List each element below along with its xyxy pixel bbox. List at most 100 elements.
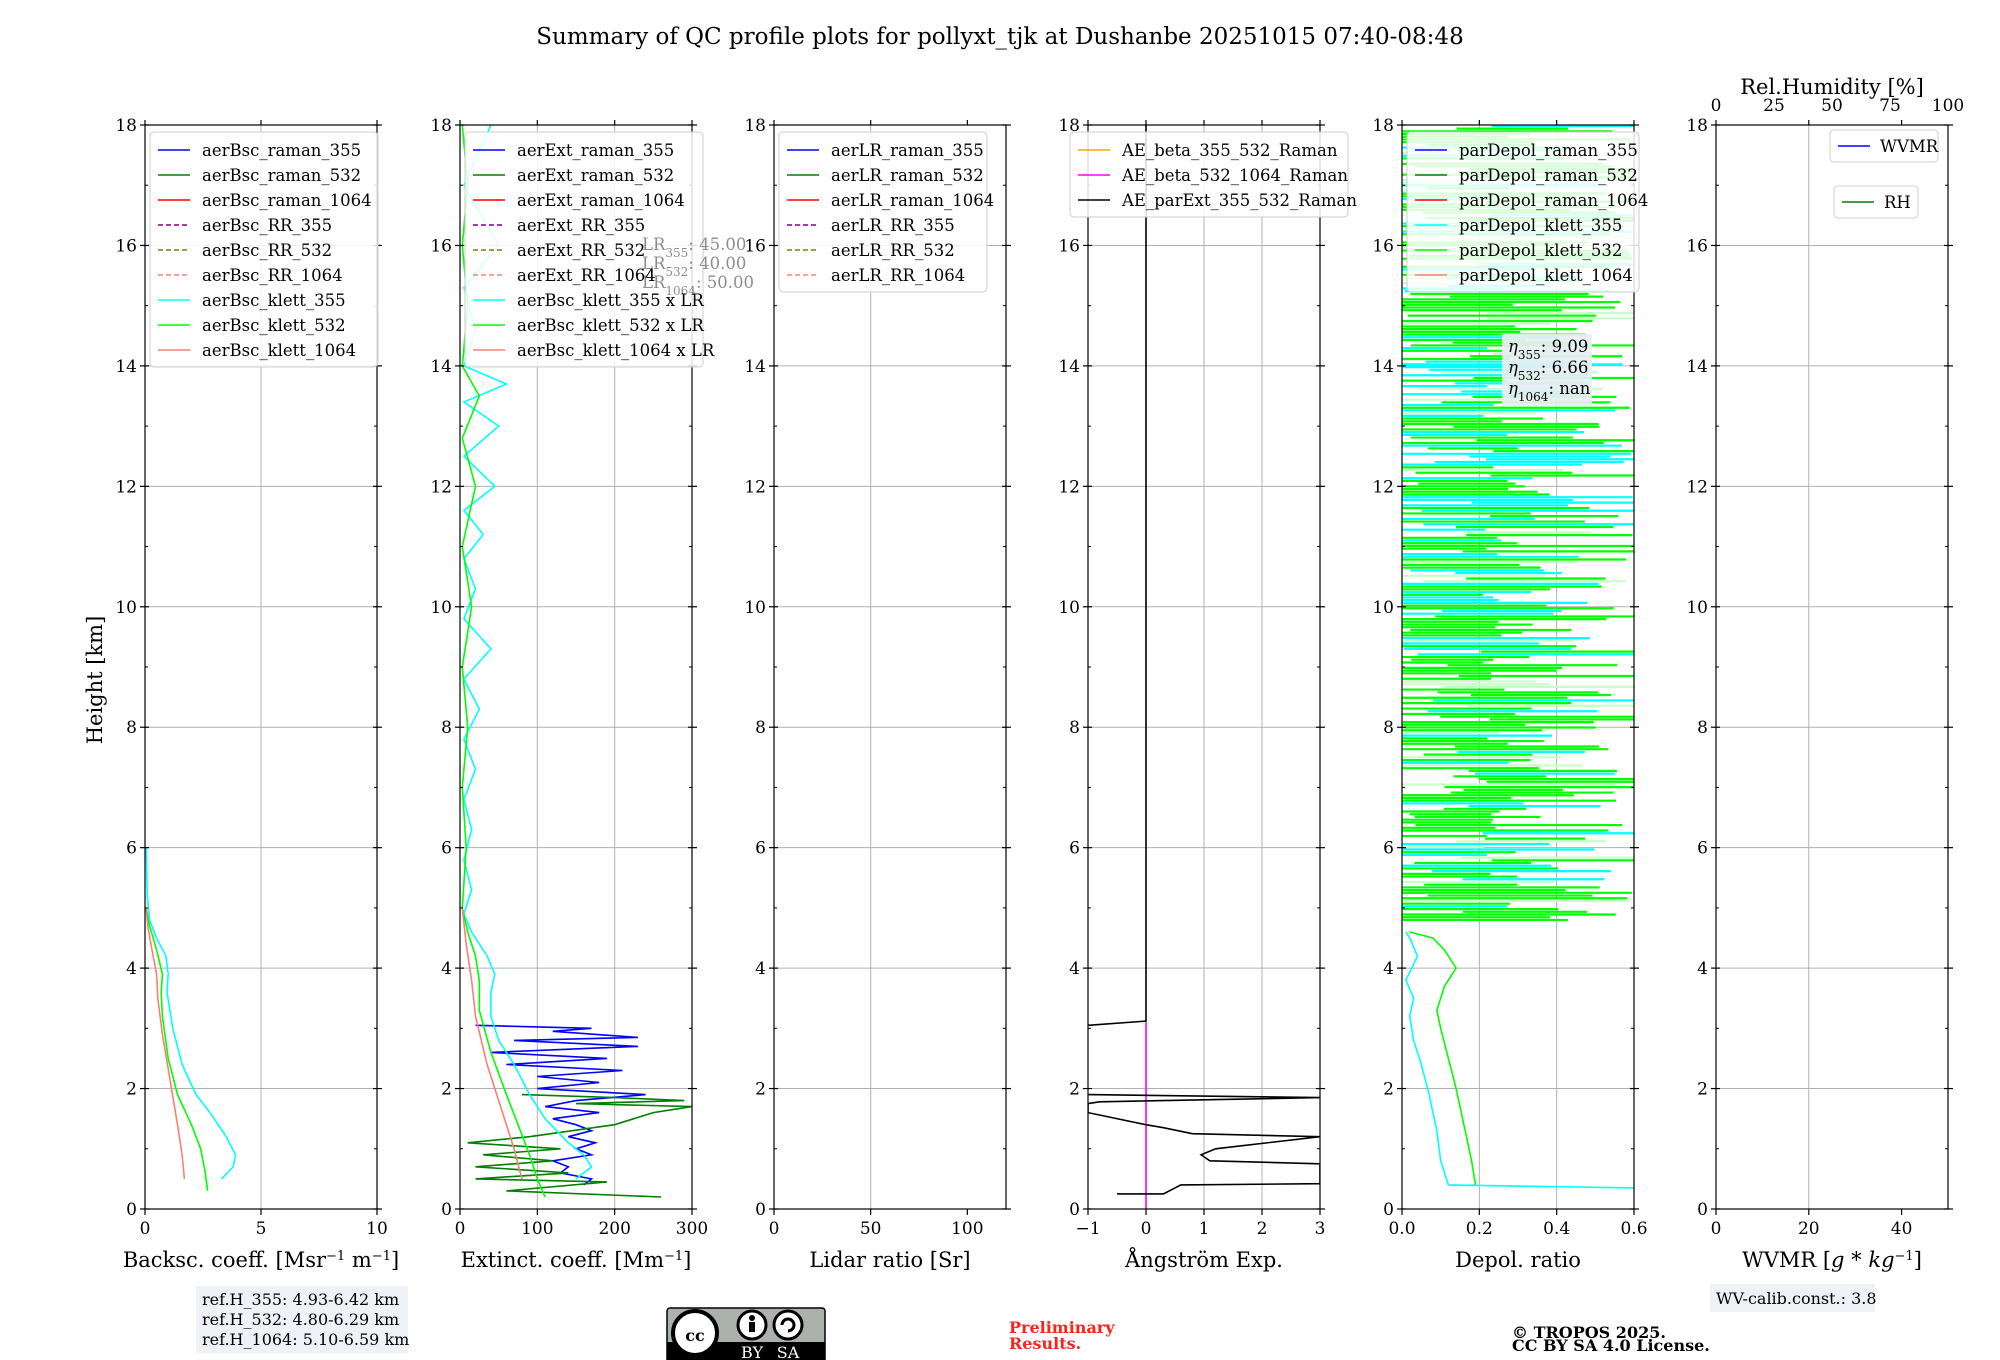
refh-line: ref.H_1064: 5.10-6.59 km	[202, 1330, 409, 1349]
x-tick-label: 0	[455, 1219, 466, 1239]
cc-license-badge: cc BY SA	[666, 1307, 826, 1360]
y-tick-label: 12	[430, 477, 452, 497]
label-part: : 45.00	[688, 235, 746, 254]
x-tick-label: 100	[521, 1219, 553, 1239]
series-line-AE_parExt_355_532_Raman_upper	[1088, 125, 1147, 1027]
y-tick-label: 8	[755, 718, 766, 738]
label-part: ]	[1914, 1248, 1922, 1272]
label-part: Lidar ratio [Sr]	[809, 1248, 970, 1272]
y-tick-label: 4	[441, 959, 452, 979]
y-tick-label: 18	[430, 116, 452, 136]
legend-label: aerLR_raman_1064	[831, 191, 994, 210]
y-tick-label: 16	[115, 236, 137, 256]
y-tick-label: 6	[1069, 839, 1080, 859]
legend-label: aerLR_RR_1064	[831, 266, 965, 285]
y-tick-label: 2	[1697, 1080, 1708, 1100]
y-tick-label: 14	[430, 357, 452, 377]
legend-label: aerLR_RR_532	[831, 241, 955, 260]
x-tick-label: 200	[598, 1219, 630, 1239]
legend-label: aerBsc_klett_532 x LR	[517, 316, 704, 335]
y-tick-label: 8	[1383, 718, 1394, 738]
series-line-AE_parExt_355_532_Raman	[1088, 1093, 1320, 1195]
legend-box	[1406, 131, 1640, 293]
x-axis-label: Depol. ratio	[1455, 1248, 1581, 1272]
refh-box	[196, 1286, 408, 1353]
label-part: −1	[372, 1249, 391, 1264]
x-axis-label: Extinct. coeff. [Mm−1]	[461, 1248, 692, 1272]
legend-label: aerBsc_klett_355	[202, 291, 346, 310]
series-line-aerBsc_klett_355 x LR	[462, 125, 593, 1180]
preliminary-note: Results.	[1009, 1334, 1081, 1353]
legend-label: RH	[1884, 193, 1911, 212]
legend-label: aerLR_raman_532	[831, 166, 984, 185]
legend-label: aerBsc_raman_532	[202, 166, 361, 185]
label-part: ]	[391, 1248, 399, 1272]
lr-note-line: LR532: 40.00	[642, 254, 746, 279]
panel-3: 0 2 4 6 8 10 12 14 16 18 0 50 100 Lidar ratio [Sr] aer…	[744, 116, 1011, 1272]
y-tick-label: 6	[755, 839, 766, 859]
label-part: −1	[326, 1249, 345, 1264]
series-line-aerBsc_klett_1064	[145, 907, 186, 1179]
legend-label: aerExt_raman_1064	[517, 191, 685, 210]
y-tick-label: 4	[126, 959, 137, 979]
series-line-parDepol_klett_532	[1409, 931, 1477, 1186]
x-tick-label: 100	[951, 1219, 983, 1239]
label-part: Extinct. coeff. [Mm	[461, 1248, 664, 1272]
series-line-aerExt_raman_532	[467, 1093, 692, 1198]
legend-box	[1829, 129, 1939, 163]
legend-label: aerExt_RR_532	[517, 241, 645, 260]
series-line-aerBsc_klett_355	[145, 847, 237, 1180]
y-tick-label: 14	[1058, 357, 1080, 377]
legend-label: aerBsc_klett_532	[202, 316, 346, 335]
legend: aerLR_raman_355 aerLR_raman_532 aerLR_rama…	[778, 131, 994, 293]
label-part: 1064	[665, 284, 696, 298]
label-part: Ångström Exp.	[1124, 1247, 1283, 1272]
sa-label: SA	[777, 1343, 800, 1360]
y-tick-label: 16	[1372, 236, 1394, 256]
y-tick-label: 4	[1383, 959, 1394, 979]
label-part: 355	[1518, 348, 1541, 362]
x-axis-label: Lidar ratio [Sr]	[809, 1248, 970, 1272]
y-tick-label: 12	[1372, 477, 1394, 497]
x-tick-label: 300	[676, 1219, 708, 1239]
label-part: LR	[642, 235, 666, 254]
x-axis-label: WVMR [g * kg−1]	[1742, 1248, 1922, 1272]
y-tick-label: 14	[115, 357, 137, 377]
axes-frame	[1715, 124, 1949, 1210]
x-tick-label: 10	[366, 1219, 388, 1239]
legend-label: aerExt_RR_1064	[517, 266, 656, 285]
y-tick-label: 8	[1697, 718, 1708, 738]
x-axis-label: Backsc. coeff. [Msr−1 m−1]	[123, 1248, 399, 1272]
legend-label: aerBsc_klett_1064 x LR	[517, 341, 715, 360]
legend-label: aerBsc_RR_1064	[202, 266, 343, 285]
y-tick-label: 4	[755, 959, 766, 979]
x-tick-label: 0.2	[1466, 1219, 1493, 1239]
y-tick-label: 0	[1069, 1200, 1080, 1220]
legend-box	[149, 131, 379, 368]
y-tick-label: 8	[126, 718, 137, 738]
top-x-tick-label: 0	[1711, 96, 1722, 116]
by-icon-head	[749, 1315, 755, 1321]
y-tick-label: 16	[1058, 236, 1080, 256]
y-tick-label: 18	[1372, 116, 1394, 136]
y-tick-label: 10	[1372, 598, 1394, 618]
series-group	[1088, 125, 1320, 1209]
legend: aerBsc_raman_355 aerBsc_raman_532 aerBsc_r…	[149, 131, 379, 368]
legend-box	[464, 131, 704, 368]
y-tick-label: 16	[430, 236, 452, 256]
y-tick-label: 0	[441, 1200, 452, 1220]
y-tick-label: 16	[1686, 236, 1708, 256]
y-tick-label: 2	[441, 1080, 452, 1100]
eta-line: η532: 6.66	[1508, 358, 1588, 383]
label-part: η	[1508, 379, 1518, 398]
legend-label: parDepol_klett_1064	[1459, 266, 1633, 285]
panel-5: 0 2 4 6 8 10 12 14 16 18 0.0 0.2 0.4 0.6 Depol. ratio p…	[1372, 116, 1648, 1272]
legend-label: WVMR	[1880, 137, 1939, 156]
copyright-line: © TROPOS 2025.	[1512, 1323, 1666, 1342]
legend-label: parDepol_raman_532	[1459, 166, 1638, 185]
y-tick-label: 4	[1069, 959, 1080, 979]
